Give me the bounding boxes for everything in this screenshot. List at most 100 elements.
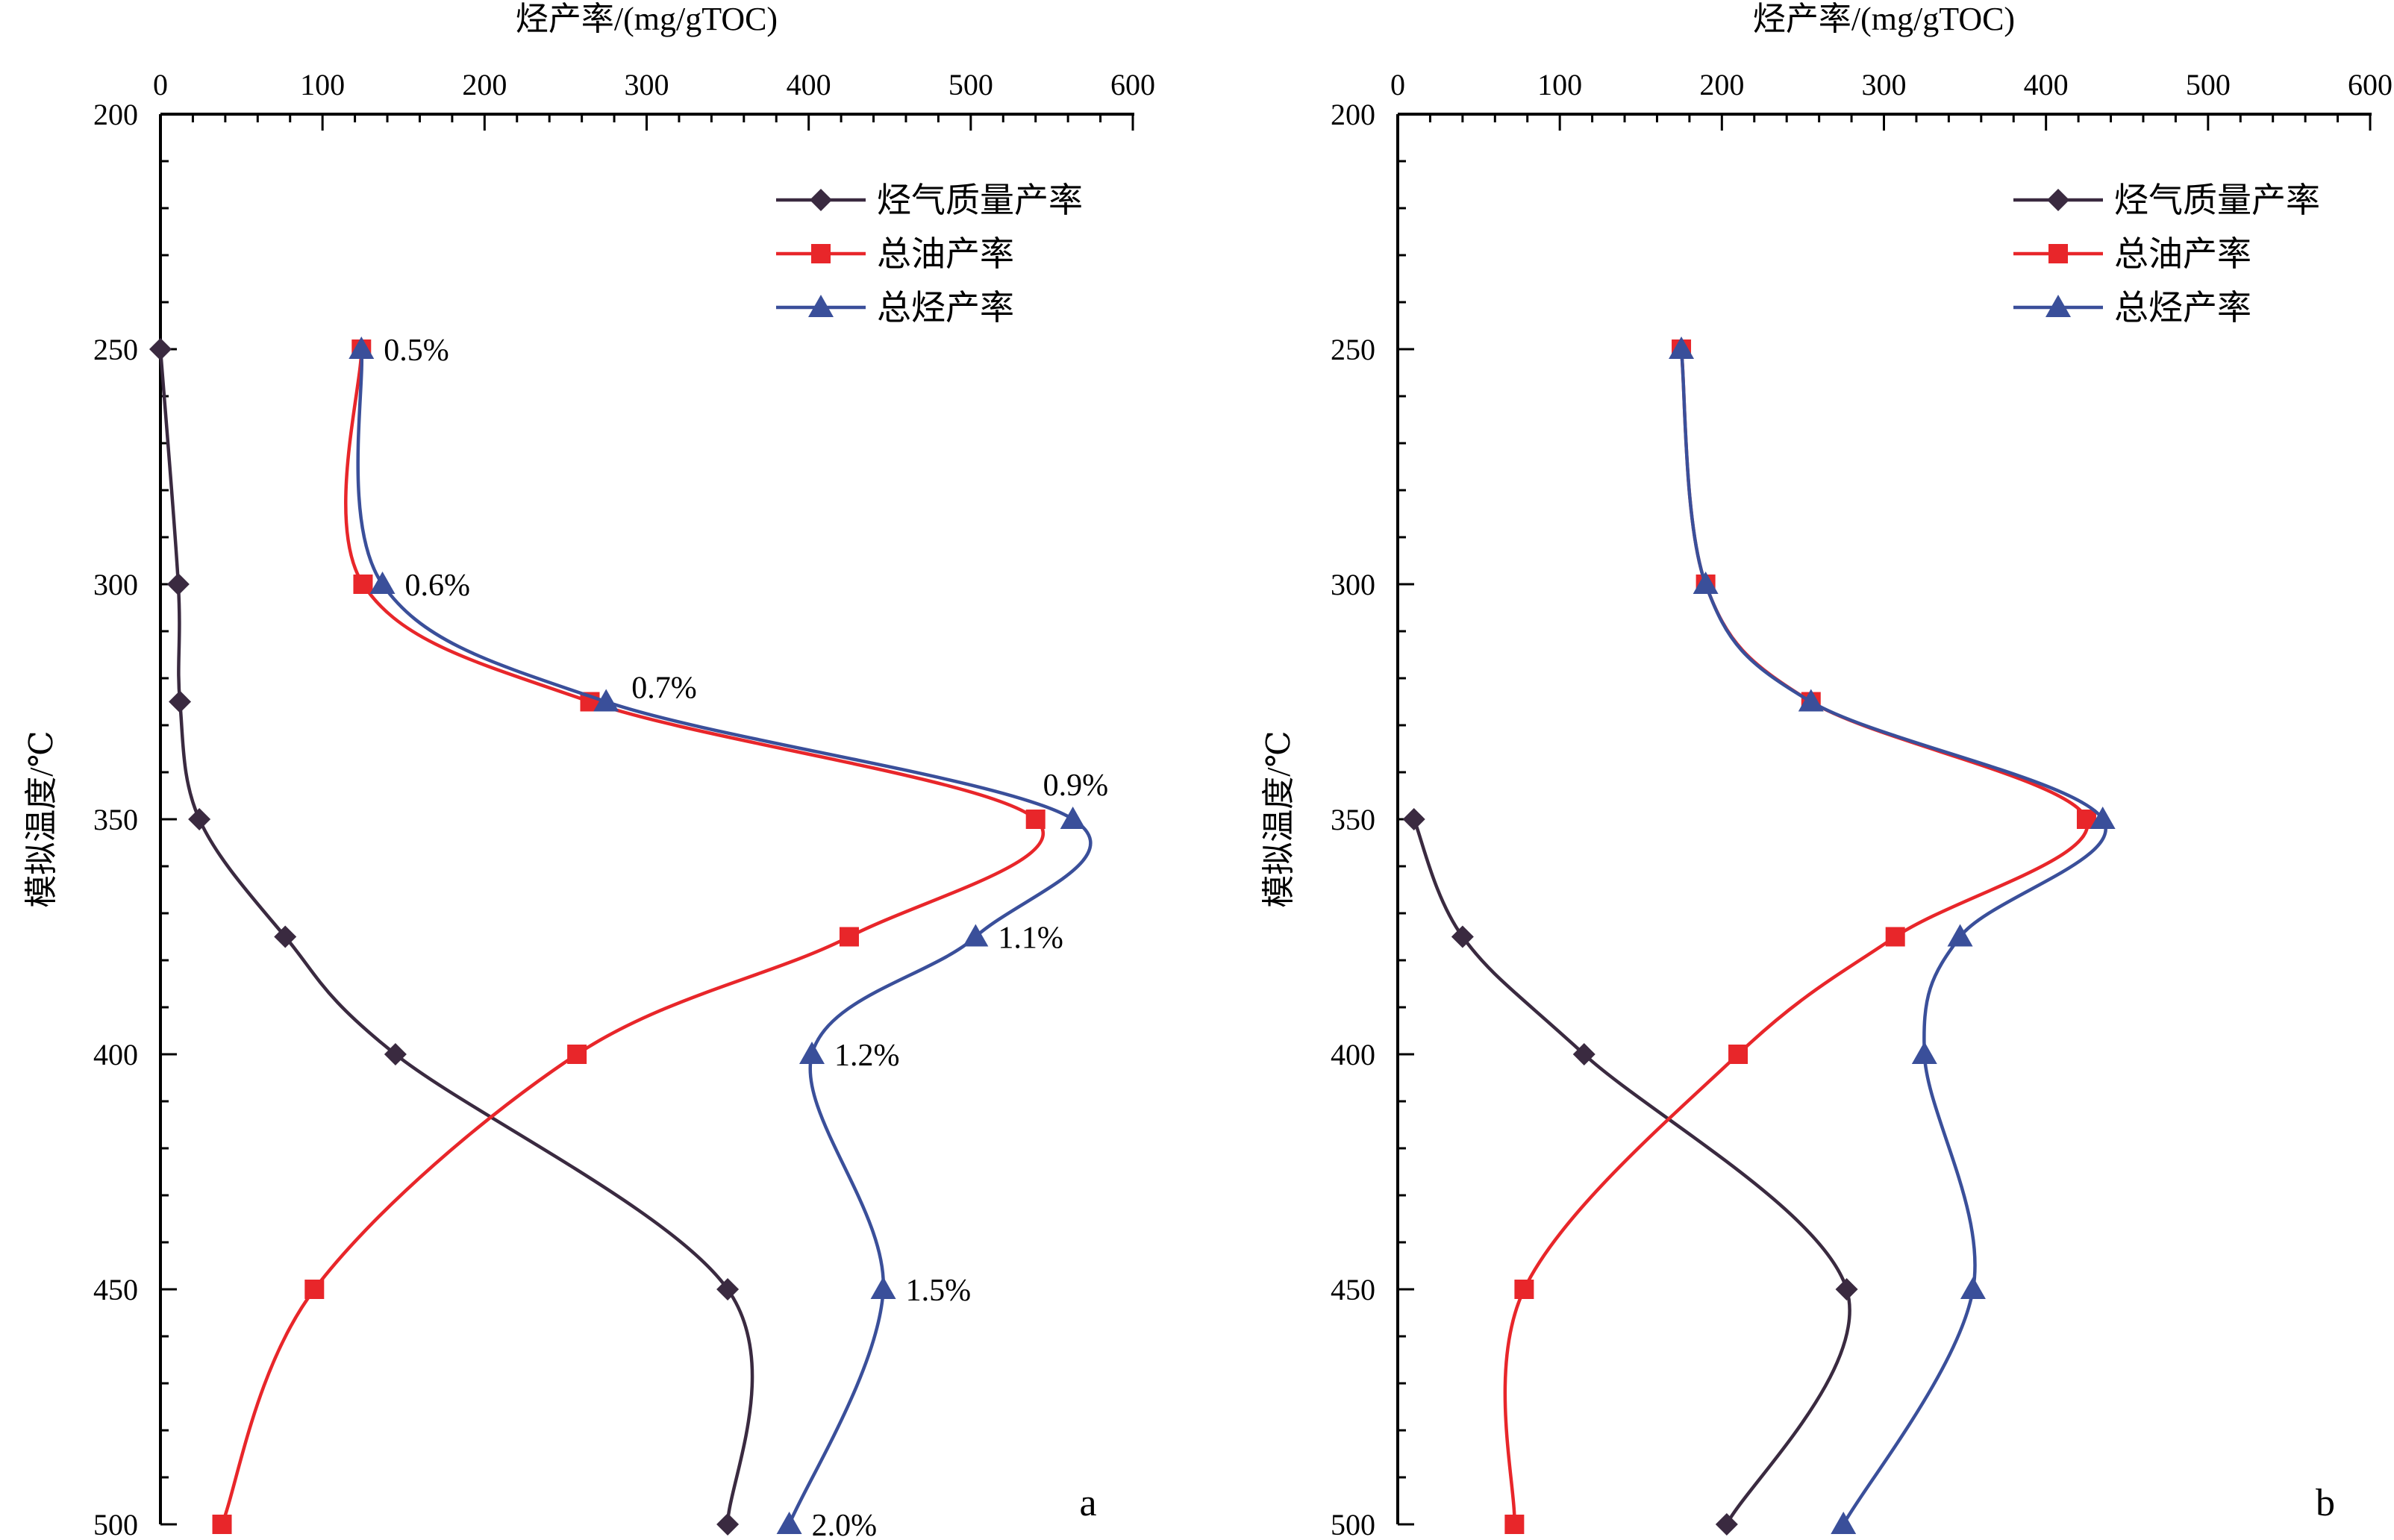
point-label: 1.5%: [906, 1274, 972, 1308]
x-tick-label: 500: [2186, 68, 2231, 101]
data-point-square: [567, 1045, 587, 1064]
x-tick-label: 500: [948, 68, 993, 101]
y-tick-label: 250: [1331, 333, 1375, 366]
x-tick-label: 400: [2024, 68, 2069, 101]
data-point-triangle: [776, 1512, 802, 1534]
x-tick-label: 300: [625, 68, 669, 101]
legend-marker-diamond: [810, 189, 832, 211]
panel-label: a: [1079, 1482, 1096, 1524]
point-label: 2.0%: [812, 1509, 878, 1540]
legend-marker-diamond: [2047, 189, 2069, 211]
y-tick-label: 500: [1331, 1508, 1375, 1540]
data-point-diamond: [1715, 1513, 1738, 1536]
x-axis-title: 烃产率/(mg/gTOC): [516, 1, 778, 37]
point-label: 1.1%: [998, 921, 1063, 956]
point-label: 0.5%: [384, 334, 449, 368]
data-point-diamond: [169, 690, 192, 713]
legend-marker-square: [2048, 244, 2068, 263]
data-point-triangle: [799, 1042, 825, 1064]
y-tick-label: 300: [93, 568, 138, 601]
x-tick-label: 600: [1110, 68, 1155, 101]
data-point-diamond: [149, 338, 172, 360]
legend-label: 总油产率: [877, 235, 1014, 273]
y-tick-label: 400: [1331, 1038, 1375, 1071]
y-tick-label: 200: [1331, 98, 1375, 131]
data-point-square: [304, 1280, 325, 1299]
data-point-triangle: [1798, 689, 1824, 712]
point-label: 0.7%: [631, 672, 697, 706]
data-point-square: [1885, 927, 1905, 947]
data-point-diamond: [166, 573, 190, 595]
x-tick-label: 0: [1390, 68, 1405, 101]
legend-label: 总烃产率: [877, 289, 1014, 327]
data-point-diamond: [274, 925, 297, 948]
data-point-triangle: [1693, 572, 1719, 594]
y-tick-label: 250: [93, 333, 138, 366]
y-tick-label: 450: [93, 1273, 138, 1306]
data-point-square: [1514, 1280, 1534, 1299]
point-label: 0.9%: [1043, 769, 1109, 803]
series-line-diamond: [158, 348, 754, 1525]
data-point-triangle: [963, 924, 989, 947]
data-point-triangle: [1911, 1042, 1937, 1064]
legend-marker-triangle: [808, 295, 834, 317]
x-axis-title: 烃产率/(mg/gTOC): [1753, 1, 2015, 37]
y-axis-title: 模拟温度/℃: [23, 730, 60, 907]
data-point-triangle: [1831, 1512, 1857, 1534]
data-point-triangle: [349, 337, 375, 359]
chart-panel-a: 0 100 200 300 400 500 600 200 250 300 350 400 450 500…: [23, 1, 1155, 1540]
legend-marker-triangle: [2045, 295, 2071, 317]
data-point-diamond: [1402, 808, 1425, 830]
data-point-square: [1504, 1515, 1525, 1534]
series-line-square: [1503, 348, 2090, 1525]
data-point-triangle: [1669, 337, 1695, 359]
series-line-square: [220, 348, 1045, 1525]
legend-label: 烃气质量产率: [2114, 181, 2320, 219]
point-label: 0.6%: [405, 569, 471, 603]
data-point-triangle: [1947, 924, 1973, 947]
data-point-triangle: [1960, 1277, 1986, 1299]
data-point-diamond: [188, 808, 211, 830]
data-point-diamond: [384, 1043, 407, 1065]
data-point-triangle: [369, 572, 396, 594]
x-tick-label: 100: [300, 68, 345, 101]
y-tick-label: 400: [93, 1038, 138, 1071]
y-tick-label: 300: [1331, 568, 1375, 601]
data-point-square: [1025, 810, 1046, 829]
point-label: 1.2%: [834, 1039, 900, 1073]
data-point-diamond: [1451, 925, 1474, 948]
x-tick-label: 0: [153, 68, 168, 101]
x-tick-label: 200: [1699, 68, 1744, 101]
x-tick-label: 300: [1862, 68, 1907, 101]
x-tick-label: 100: [1537, 68, 1582, 101]
data-point-square: [1728, 1045, 1748, 1064]
series-line-diamond: [1412, 818, 1851, 1526]
legend-label: 总油产率: [2114, 235, 2251, 273]
y-tick-label: 200: [93, 98, 138, 131]
data-point-square: [212, 1515, 232, 1534]
x-tick-label: 600: [2348, 68, 2393, 101]
data-point-triangle: [593, 689, 619, 712]
data-point-diamond: [716, 1278, 740, 1300]
legend-marker-square: [811, 244, 831, 263]
chart-panel-b: 0 100 200 300 400 500 600 200 250 300 350 400 450 500…: [1260, 1, 2393, 1540]
x-tick-label: 400: [787, 68, 831, 101]
legend-label: 总烃产率: [2114, 289, 2251, 327]
y-tick-label: 350: [1331, 803, 1375, 836]
data-point-diamond: [1835, 1278, 1858, 1300]
data-point-triangle: [1060, 807, 1086, 829]
panel-label: b: [2316, 1482, 2335, 1524]
y-tick-label: 500: [93, 1508, 138, 1540]
x-tick-label: 200: [462, 68, 507, 101]
series-line-triangle: [356, 348, 1093, 1525]
data-point-square: [839, 927, 859, 947]
data-point-diamond: [1572, 1043, 1596, 1065]
y-axis-title: 模拟温度/℃: [1260, 730, 1297, 907]
legend-label: 烃气质量产率: [877, 181, 1083, 219]
data-point-triangle: [870, 1277, 896, 1299]
y-tick-label: 350: [93, 803, 138, 836]
data-point-diamond: [716, 1513, 740, 1536]
y-tick-label: 450: [1331, 1273, 1375, 1306]
data-point-square: [353, 575, 373, 594]
